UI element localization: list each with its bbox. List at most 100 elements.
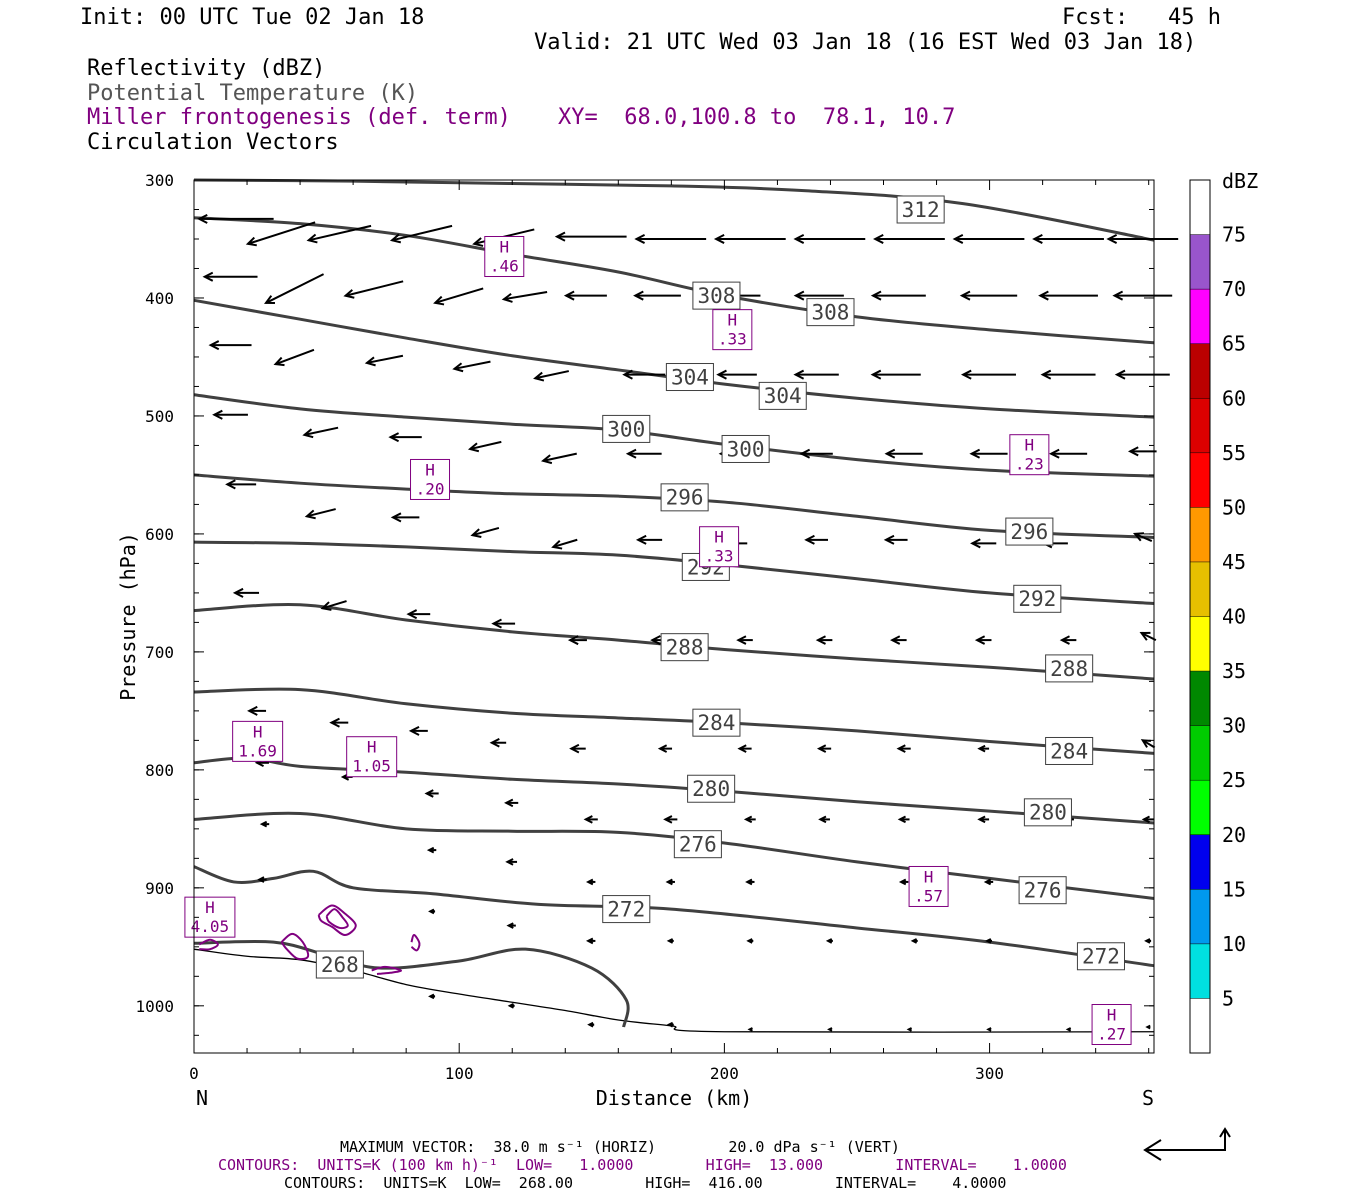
vector-head — [467, 442, 480, 453]
reference-arrow-head — [1143, 1139, 1162, 1161]
vector-shaft — [391, 224, 453, 242]
vector-head — [906, 1027, 913, 1032]
vector-head — [491, 618, 502, 629]
circulation-vector — [977, 815, 990, 824]
circulation-vector — [635, 534, 663, 545]
vector-head — [197, 213, 208, 224]
vector-head — [259, 820, 268, 828]
circulation-vector — [952, 234, 1025, 244]
fronto-high-label: H — [924, 867, 934, 886]
vector-head — [804, 534, 815, 545]
circulation-vector — [884, 448, 923, 459]
theta-label: 304 — [671, 365, 709, 389]
vector-head — [974, 635, 986, 645]
theta-label: 272 — [607, 897, 645, 921]
fronto-high-box — [410, 458, 451, 500]
circulation-vector — [406, 609, 431, 620]
vector-shaft — [308, 224, 372, 242]
circulation-vector — [969, 448, 1008, 459]
circulation-vector — [883, 534, 908, 545]
circulation-vector — [208, 340, 252, 351]
vector-head — [827, 1027, 833, 1032]
circulation-vector — [743, 815, 756, 824]
circulation-vector — [873, 234, 945, 244]
circulation-vector — [970, 538, 997, 549]
colorbar-label: 40 — [1222, 605, 1246, 629]
circulation-vector — [897, 815, 910, 824]
vector-head — [897, 815, 907, 824]
colorbar-segment — [1190, 180, 1210, 235]
colorbar-label: 55 — [1222, 441, 1246, 465]
circulation-vector — [563, 290, 607, 301]
circulation-vector — [870, 290, 926, 301]
circulation-vector — [818, 815, 830, 824]
colorbar-segment — [1190, 725, 1210, 781]
colorbar-label: 30 — [1222, 714, 1246, 738]
circulation-vector — [666, 938, 674, 944]
vector-head — [969, 448, 981, 459]
circulation-vector — [329, 717, 349, 728]
vector-head — [1145, 1024, 1151, 1030]
circulation-vector — [870, 369, 921, 380]
circulation-vector — [1040, 369, 1096, 380]
vector-head — [306, 233, 318, 244]
theta-label-box — [1045, 654, 1094, 683]
vector-head — [793, 234, 805, 244]
vector-shaft — [434, 287, 484, 304]
circulation-vector — [389, 224, 453, 244]
vector-head — [569, 743, 580, 754]
theta-contour — [193, 602, 1155, 681]
fronto-high-value: .57 — [914, 886, 943, 905]
x-tick-label: 300 — [975, 1064, 1004, 1083]
theta-label: 296 — [1010, 520, 1048, 544]
forecast-hour: Fcst: 45 h — [1062, 5, 1221, 30]
plot-frame — [193, 179, 1155, 1054]
colorbar-segment — [1190, 834, 1210, 890]
vector-shaft — [322, 600, 347, 610]
vector-head — [952, 234, 964, 244]
fronto-high-box — [184, 896, 236, 938]
fronto-contour — [325, 908, 349, 930]
circulation-vector — [408, 725, 428, 736]
colorbar-label: 5 — [1222, 986, 1234, 1010]
circulation-vector — [737, 744, 752, 753]
circulation-vector — [428, 993, 436, 1000]
circulation-vector — [1038, 290, 1098, 301]
vector-head — [208, 340, 220, 351]
theta-label-box — [758, 381, 807, 410]
fronto-high-value: 1.69 — [238, 741, 277, 760]
circulation-vector — [633, 290, 681, 301]
circulation-vector — [306, 224, 372, 244]
colorbar-label: 70 — [1222, 277, 1246, 301]
circulation-vector — [225, 479, 257, 490]
circulation-vector — [663, 815, 678, 824]
circulation-vector — [554, 231, 627, 242]
circulation-vector — [745, 878, 755, 886]
vector-head — [898, 878, 907, 886]
circulation-vector — [247, 705, 267, 716]
vector-head — [202, 271, 214, 282]
vector-head — [716, 369, 727, 380]
theta-label-box — [315, 950, 364, 979]
vector-head — [815, 635, 826, 645]
vector-head — [1048, 448, 1060, 459]
vector-head — [406, 609, 418, 620]
vector-head — [634, 234, 646, 244]
vector-shaft — [552, 538, 578, 548]
theta-contour-note: CONTOURS: UNITS=K LOW= 268.00 HIGH= 416.… — [284, 1174, 1007, 1192]
theta-contour — [193, 540, 1155, 606]
circulation-vector — [747, 1027, 753, 1032]
circulation-vector — [320, 600, 347, 611]
colorbar-label: 35 — [1222, 659, 1246, 683]
theta-label-box — [721, 434, 770, 463]
fronto-contour-note: CONTOURS: UNITS=K (100 km h)⁻¹ LOW= 1.00… — [218, 1156, 1067, 1174]
vector-head — [1065, 1027, 1072, 1032]
theta-label: 268 — [321, 953, 359, 977]
vector-head — [635, 534, 647, 545]
colorbar-segment — [1190, 507, 1210, 562]
vector-head — [554, 231, 566, 242]
colorbar-label: 45 — [1222, 550, 1246, 574]
theta-label: 276 — [1024, 879, 1062, 903]
y-tick-label: 900 — [145, 879, 174, 898]
vector-head — [426, 846, 435, 854]
